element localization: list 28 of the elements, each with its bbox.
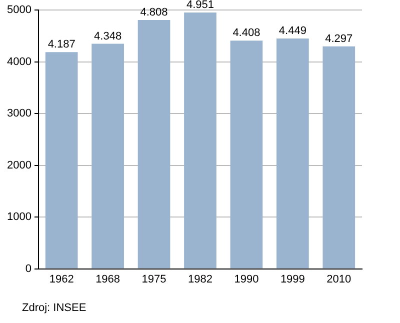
- data-label: 4.187: [48, 38, 76, 51]
- y-tick-label: 2000: [6, 159, 32, 172]
- x-tick-label: 1982: [188, 273, 212, 286]
- bar: [138, 20, 170, 268]
- data-label: 4.449: [278, 25, 306, 38]
- y-tick-label: 0: [25, 262, 32, 275]
- bar: [322, 46, 356, 268]
- bar: [276, 38, 309, 268]
- y-tick-label: 3000: [6, 108, 32, 120]
- y-tick-label: 5000: [6, 4, 32, 16]
- x-tick-label: 2010: [326, 273, 352, 286]
- bar: [45, 52, 78, 268]
- x-tick-label: 1968: [96, 273, 120, 286]
- x-tick-label: 1999: [280, 273, 305, 286]
- bar: [92, 44, 124, 268]
- y-tick-label: 1000: [6, 211, 32, 224]
- y-tick-label: 4000: [6, 56, 32, 68]
- text: Zdroj: INSEE: [22, 302, 86, 314]
- data-label: 4.348: [94, 30, 122, 42]
- data-label: 4.297: [325, 32, 353, 45]
- data-label: 4.408: [232, 27, 260, 40]
- bar: [184, 12, 216, 268]
- bar: [230, 40, 263, 268]
- x-tick-label: 1990: [234, 273, 259, 286]
- x-tick-label: 1962: [49, 273, 74, 286]
- data-label: 4.808: [140, 6, 168, 18]
- data-label: 4.951: [186, 0, 214, 12]
- x-tick-label: 1975: [142, 273, 166, 286]
